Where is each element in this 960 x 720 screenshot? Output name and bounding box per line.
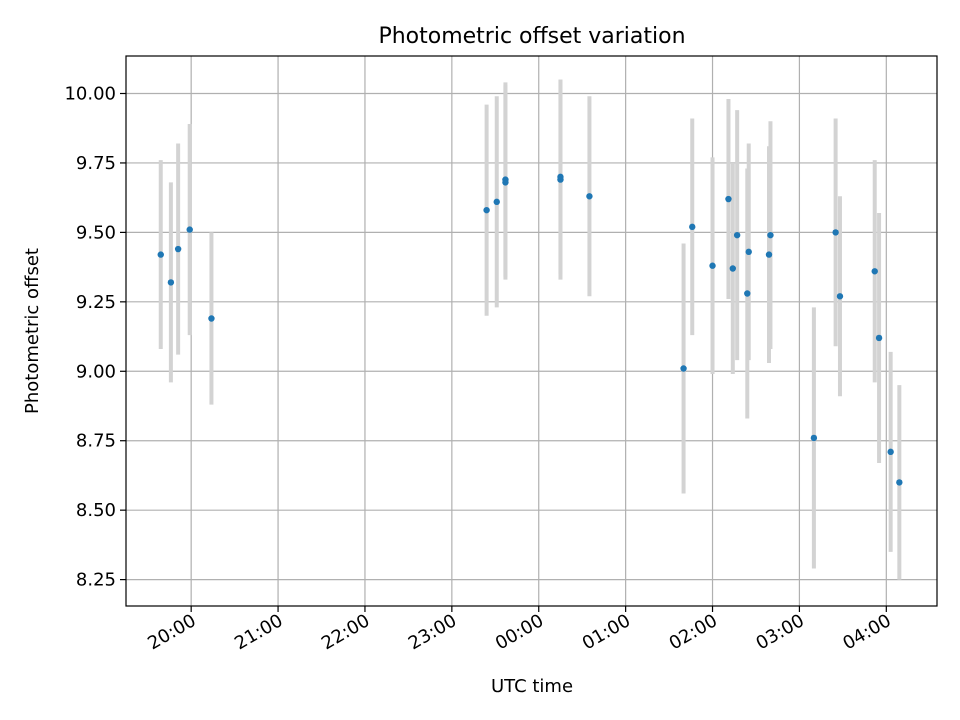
plot-frame (125, 55, 938, 607)
data-point (871, 268, 878, 275)
x-tick-label: 01:00 (579, 610, 634, 654)
data-point (744, 290, 751, 297)
x-tick: 23:00 (405, 606, 460, 654)
data-point (157, 251, 164, 258)
y-tick-label: 9.00 (76, 361, 116, 382)
y-tick: 9.50 (76, 222, 126, 243)
y-tick-label: 9.75 (76, 153, 116, 174)
y-tick: 9.00 (76, 361, 126, 382)
y-tick-label: 9.25 (76, 292, 116, 313)
data-point (810, 434, 818, 442)
x-tick-label: 23:00 (405, 610, 460, 654)
x-tick-label: 03:00 (752, 610, 807, 654)
data-point (729, 265, 737, 272)
x-tick: 21:00 (231, 606, 287, 654)
x-tick: 04:00 (839, 606, 895, 654)
x-tick-label: 22:00 (318, 610, 373, 654)
x-tick: 00:00 (492, 606, 547, 654)
x-tick-label: 20:00 (144, 610, 199, 654)
data-point (836, 293, 844, 300)
data-point (186, 226, 193, 233)
data-point (896, 479, 903, 486)
y-tick-label: 8.50 (76, 500, 116, 521)
x-tick-label: 00:00 (492, 610, 547, 654)
x-tick-label: 21:00 (231, 610, 286, 654)
data-point (493, 198, 500, 206)
y-tick-label: 10.00 (64, 84, 116, 105)
data-point (887, 448, 894, 456)
data-points (157, 173, 903, 486)
data-point (557, 173, 564, 181)
y-tick: 8.50 (76, 500, 126, 521)
x-tick: 20:00 (144, 606, 200, 654)
y-tick-label: 9.50 (76, 222, 116, 243)
x-tick: 01:00 (579, 606, 634, 654)
grid-lines (126, 56, 937, 606)
x-tick: 22:00 (318, 606, 373, 654)
data-point (483, 206, 490, 214)
y-tick: 10.00 (64, 84, 126, 105)
data-point (745, 248, 752, 256)
data-point (586, 193, 593, 200)
y-axis: 8.25 8.50 8.75 9.00 9.25 9.50 9.75 10.00 (64, 84, 126, 591)
data-point (832, 229, 839, 236)
data-point (725, 195, 732, 203)
y-tick-label: 8.75 (76, 431, 116, 452)
y-tick: 9.75 (76, 153, 126, 174)
data-point (875, 334, 883, 342)
error-bars (158, 79, 902, 580)
data-point (208, 315, 215, 322)
y-tick-label: 8.25 (76, 570, 116, 591)
y-tick: 8.75 (76, 431, 126, 452)
data-point (765, 251, 773, 258)
data-point (502, 179, 509, 186)
x-tick-label: 04:00 (839, 610, 894, 654)
y-tick: 8.25 (76, 570, 126, 591)
data-point (733, 231, 741, 239)
data-point (689, 223, 696, 231)
y-tick: 9.25 (76, 292, 126, 313)
x-axis-label: UTC time (491, 676, 573, 697)
data-point (680, 365, 687, 372)
x-tick-label: 02:00 (666, 610, 721, 654)
data-point (167, 279, 175, 286)
y-axis-label: Photometric offset (22, 248, 43, 414)
x-tick: 02:00 (666, 606, 721, 654)
data-point (709, 262, 716, 269)
x-tick: 03:00 (752, 606, 808, 654)
data-point (767, 231, 774, 239)
x-axis: 20:00 21:00 22:00 23:00 00:00 01:00 02:00 03:00… (144, 606, 895, 654)
chart-title: Photometric offset variation (378, 24, 685, 49)
data-point (174, 245, 182, 253)
